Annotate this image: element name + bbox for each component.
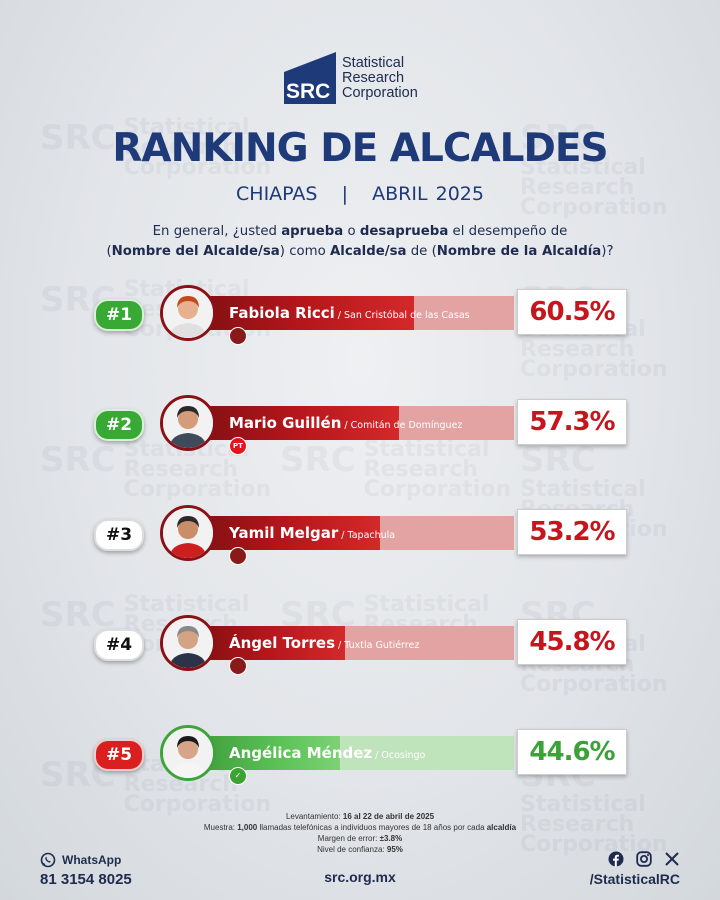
candidate-label: Ángel Torres / Tuxtla Gutiérrez bbox=[229, 633, 419, 652]
social-handle[interactable]: /StatisticalRC bbox=[589, 871, 680, 887]
value-label: 60.5% bbox=[517, 289, 627, 335]
rank-badge: #4 bbox=[94, 629, 144, 661]
candidate-municipality: / Comitán de Domínguez bbox=[341, 420, 463, 431]
phone-number[interactable]: 81 3154 8025 bbox=[40, 871, 132, 888]
value-label: 45.8% bbox=[517, 619, 627, 665]
candidate-label: Mario Guillén / Comitán de Domínguez bbox=[229, 413, 462, 432]
bar-remainder bbox=[345, 626, 514, 660]
ranking-row: #1 Fabiola Ricci / San Cristóbal de las C… bbox=[0, 283, 720, 347]
party-logo-icon bbox=[229, 657, 247, 675]
ranking-row: #2 Mario Guillén / Comitán de Domínguez PT… bbox=[0, 393, 720, 457]
bar-remainder bbox=[339, 736, 514, 770]
candidate-label: Yamil Melgar / Tapachula bbox=[229, 523, 395, 542]
party-logo-icon bbox=[229, 327, 247, 345]
whatsapp-contact[interactable]: WhatsApp 81 3154 8025 bbox=[40, 852, 132, 888]
candidate-municipality: / Tuxtla Gutiérrez bbox=[335, 640, 420, 651]
candidate-municipality: / Ocosingo bbox=[372, 750, 426, 761]
candidate-name: Yamil Melgar bbox=[229, 524, 339, 542]
src-logo-icon: SRC bbox=[284, 52, 336, 104]
bar-fill bbox=[190, 406, 400, 440]
bar-track bbox=[190, 626, 514, 660]
party-logo-icon: ✓ bbox=[229, 767, 247, 785]
candidate-name: Fabiola Ricci bbox=[229, 304, 335, 322]
candidate-label: Fabiola Ricci / San Cristóbal de las Cas… bbox=[229, 303, 470, 322]
bar-track bbox=[190, 296, 514, 330]
ranking-row: #4 Ángel Torres / Tuxtla Gutiérrez 45.8% bbox=[0, 613, 720, 677]
candidate-photo bbox=[160, 725, 216, 781]
brand-name: Statistical Research Corporation bbox=[342, 54, 418, 101]
logo-mark-text: SRC bbox=[286, 80, 330, 103]
candidate-name: Mario Guillén bbox=[229, 414, 342, 432]
candidate-name: Ángel Torres bbox=[229, 634, 336, 652]
bar-fill bbox=[190, 516, 381, 550]
candidate-name: Angélica Méndez bbox=[229, 744, 373, 762]
page-title: RANKING DE ALCALDES bbox=[112, 126, 608, 171]
bar-remainder bbox=[380, 516, 514, 550]
candidate-photo bbox=[160, 615, 216, 671]
candidate-label: Angélica Méndez / Ocosingo bbox=[229, 743, 425, 762]
candidate-photo bbox=[160, 395, 216, 451]
facebook-icon[interactable] bbox=[608, 851, 624, 867]
page-subtitle: CHIAPAS | ABRIL 2025 bbox=[236, 183, 484, 205]
bar-track bbox=[190, 406, 514, 440]
candidate-photo bbox=[160, 505, 216, 561]
instagram-icon[interactable] bbox=[636, 851, 652, 867]
value-label: 44.6% bbox=[517, 729, 627, 775]
rank-badge: #2 bbox=[94, 409, 144, 441]
party-logo-icon: PT bbox=[229, 437, 247, 455]
ranking-row: #5 Angélica Méndez / Ocosingo ✓ 44.6% bbox=[0, 723, 720, 787]
survey-question: En general, ¿usted aprueba o desaprueba … bbox=[106, 224, 614, 259]
rank-badge: #1 bbox=[94, 299, 144, 331]
survey-methodology: Levantamiento: 16 al 22 de abril de 2025… bbox=[203, 812, 517, 854]
bar-fill bbox=[190, 296, 415, 330]
x-icon[interactable] bbox=[664, 851, 680, 867]
ranking-row: #3 Yamil Melgar / Tapachula 53.2% bbox=[0, 503, 720, 567]
value-label: 53.2% bbox=[517, 509, 627, 555]
whatsapp-label: WhatsApp bbox=[62, 853, 122, 867]
whatsapp-icon bbox=[40, 852, 56, 868]
rank-badge: #5 bbox=[94, 739, 144, 771]
rank-badge: #3 bbox=[94, 519, 144, 551]
website-link[interactable]: src.org.mx bbox=[324, 869, 396, 885]
bar-track bbox=[190, 516, 514, 550]
party-logo-icon bbox=[229, 547, 247, 565]
candidate-photo bbox=[160, 285, 216, 341]
bar-remainder bbox=[414, 296, 514, 330]
candidate-municipality: / San Cristóbal de las Casas bbox=[334, 310, 470, 321]
brand-logo: SRC Statistical Research Corporation bbox=[284, 52, 418, 104]
value-label: 57.3% bbox=[517, 399, 627, 445]
bar-remainder bbox=[399, 406, 514, 440]
candidate-municipality: / Tapachula bbox=[338, 530, 396, 541]
social-links: /StatisticalRC bbox=[590, 851, 680, 887]
